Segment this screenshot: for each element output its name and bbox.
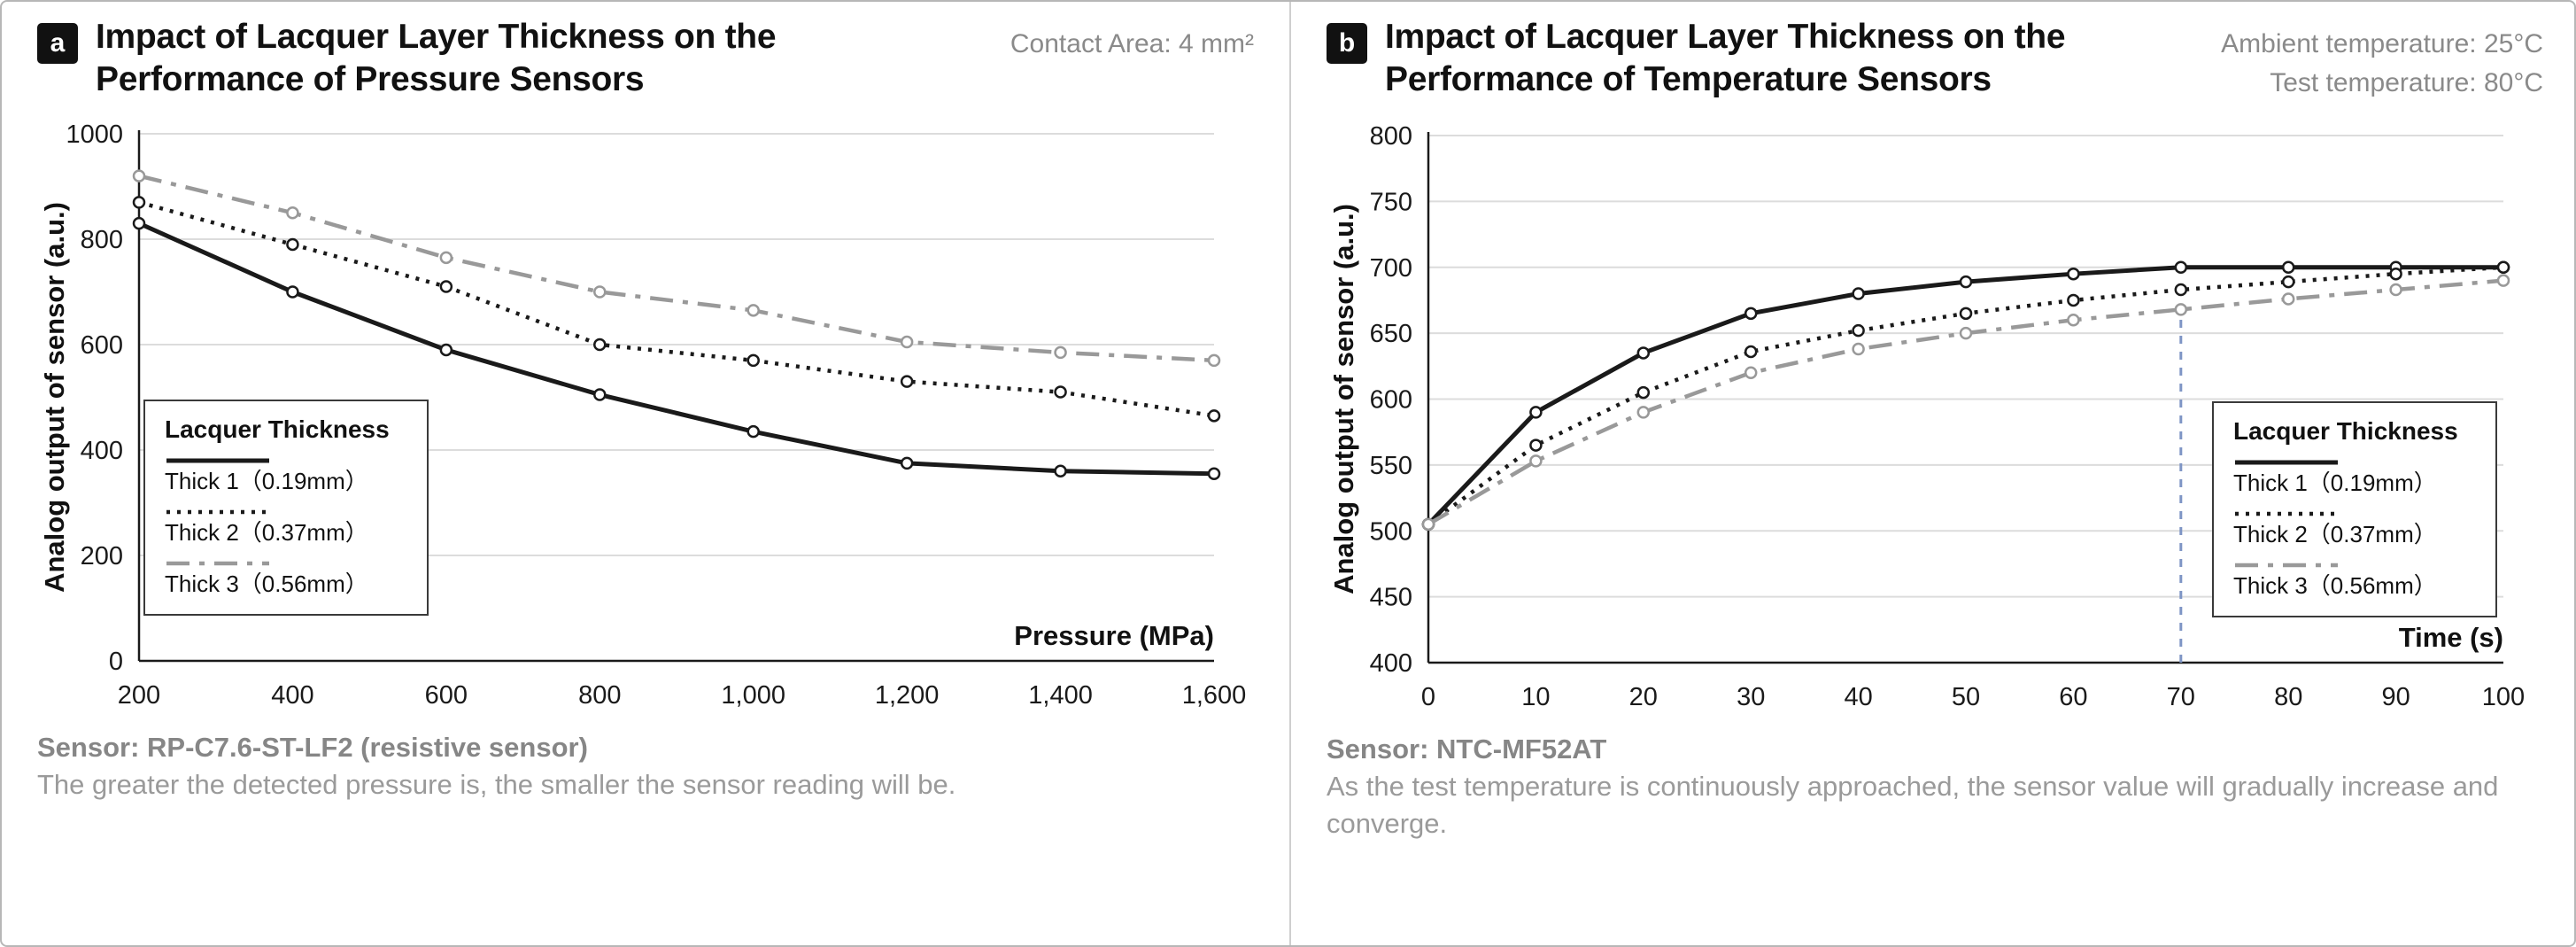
- thick2-line-swatch: [165, 507, 404, 517]
- panel-a-footer: Sensor: RP-C7.6-ST-LF2 (resistive sensor…: [37, 729, 1254, 803]
- legend-label: Thick 3（0.56mm）: [2233, 571, 2437, 599]
- svg-text:1,000: 1,000: [721, 681, 785, 710]
- thick3-line-swatch: [2233, 560, 2472, 571]
- condition-line: Test temperature: 80°C: [2270, 67, 2543, 97]
- legend-entry: Thick 3（0.56mm）: [165, 558, 404, 598]
- svg-text:200: 200: [118, 681, 160, 710]
- svg-text:200: 200: [81, 542, 123, 571]
- legend-entry: Thick 1（0.19mm）: [2233, 457, 2472, 497]
- footer-note: As the test temperature is continuously …: [1327, 770, 2499, 839]
- panel-a-header: a Impact of Lacquer Layer Thickness on t…: [37, 16, 1254, 100]
- chart-canvas: 0 200 400 600 800 1000 200 400 600 800 1,000 1,200 1…: [39, 120, 1247, 710]
- svg-text:800: 800: [81, 226, 123, 254]
- legend-label: Thick 1（0.19mm）: [165, 468, 368, 495]
- svg-text:600: 600: [1370, 386, 1412, 415]
- panel-b-header: b Impact of Lacquer Layer Thickness on t…: [1327, 16, 2543, 102]
- panel-b-footer: Sensor: NTC-MF52AT As the test temperatu…: [1327, 731, 2543, 842]
- legend-entry: Thick 2（0.37mm）: [165, 507, 404, 547]
- pressure-chart-legend: Lacquer Thickness Thick 1（0.19mm） Thick …: [143, 400, 429, 616]
- svg-text:800: 800: [578, 681, 621, 710]
- condition-line: Ambient temperature: 25°C: [2221, 29, 2543, 58]
- legend-label: Thick 2（0.37mm）: [2233, 520, 2437, 547]
- svg-text:450: 450: [1370, 584, 1412, 612]
- svg-text:50: 50: [1952, 683, 1980, 711]
- thick3-line-swatch: [165, 558, 404, 569]
- svg-text:800: 800: [1370, 122, 1412, 151]
- svg-text:600: 600: [81, 331, 123, 360]
- legend-line-sample: [2235, 511, 2338, 516]
- condition-line: Contact Area: 4 mm²: [1010, 29, 1254, 58]
- legend-label: Thick 3（0.56mm）: [165, 570, 368, 597]
- legend-entry: Thick 1（0.19mm）: [165, 455, 404, 495]
- temperature-chart: Lacquer Thickness Thick 1（0.19mm） Thick …: [1327, 109, 2543, 729]
- panel-a-title: Impact of Lacquer Layer Thickness on the…: [96, 18, 777, 98]
- panel-b-conditions: Ambient temperature: 25°C Test temperatu…: [2221, 25, 2543, 102]
- legend-title: Lacquer Thickness: [165, 415, 390, 444]
- sensor-label: Sensor: RP-C7.6-ST-LF2 (resistive sensor…: [37, 732, 588, 764]
- svg-text:1,400: 1,400: [1028, 681, 1093, 710]
- legend-line-sample: [166, 561, 269, 566]
- svg-text:80: 80: [2274, 683, 2302, 711]
- svg-text:600: 600: [425, 681, 468, 710]
- legend-entry: Thick 2（0.37mm）: [2233, 508, 2472, 548]
- svg-text:Time (s): Time (s): [2399, 622, 2503, 653]
- svg-text:0: 0: [1421, 683, 1435, 711]
- svg-text:Analog output of sensor (a.u.): Analog output of sensor (a.u.): [1328, 204, 1359, 594]
- legend-line-sample: [2235, 460, 2338, 465]
- temperature-chart-legend: Lacquer Thickness Thick 1（0.19mm） Thick …: [2212, 401, 2497, 617]
- legend-entry: Thick 3（0.56mm）: [2233, 560, 2472, 600]
- legend-label: Thick 2（0.37mm）: [165, 519, 368, 547]
- svg-text:750: 750: [1370, 188, 1412, 216]
- svg-text:1000: 1000: [66, 120, 123, 149]
- panel-b: b Impact of Lacquer Layer Thickness on t…: [1289, 2, 2576, 945]
- legend-title: Lacquer Thickness: [2233, 417, 2458, 445]
- svg-text:1,200: 1,200: [875, 681, 940, 710]
- legend-line-sample: [166, 509, 269, 515]
- svg-text:Pressure (MPa): Pressure (MPa): [1014, 620, 1214, 651]
- pressure-chart: Lacquer Thickness Thick 1（0.19mm） Thick …: [37, 107, 1254, 727]
- panel-b-badge: b: [1327, 23, 1367, 64]
- svg-text:0: 0: [109, 648, 123, 676]
- svg-text:Analog output of sensor (a.u.): Analog output of sensor (a.u.): [39, 202, 70, 593]
- svg-text:60: 60: [2059, 683, 2087, 711]
- svg-text:70: 70: [2167, 683, 2195, 711]
- svg-text:550: 550: [1370, 452, 1412, 480]
- svg-text:400: 400: [1370, 649, 1412, 678]
- svg-text:400: 400: [81, 437, 123, 465]
- svg-text:500: 500: [1370, 517, 1412, 546]
- thick1-line-swatch: [165, 455, 404, 466]
- svg-text:700: 700: [1370, 254, 1412, 283]
- legend-label: Thick 1（0.19mm）: [2233, 470, 2437, 496]
- svg-text:40: 40: [1844, 683, 1872, 711]
- panel-a-conditions: Contact Area: 4 mm²: [1010, 25, 1254, 64]
- panel-b-title: Impact of Lacquer Layer Thickness on the…: [1385, 18, 2066, 98]
- svg-text:10: 10: [1521, 683, 1550, 711]
- svg-text:20: 20: [1629, 683, 1658, 711]
- sensor-label: Sensor: NTC-MF52AT: [1327, 734, 1607, 765]
- svg-text:30: 30: [1737, 683, 1765, 711]
- svg-text:100: 100: [2482, 683, 2525, 711]
- svg-text:1,600: 1,600: [1182, 681, 1247, 710]
- footer-note: The greater the detected pressure is, th…: [37, 769, 956, 800]
- svg-text:400: 400: [271, 681, 313, 710]
- legend-line-sample: [2235, 563, 2338, 568]
- thick1-line-swatch: [2233, 457, 2472, 468]
- svg-text:650: 650: [1370, 320, 1412, 348]
- thick2-line-swatch: [2233, 508, 2472, 519]
- panel-a: a Impact of Lacquer Layer Thickness on t…: [2, 2, 1289, 945]
- panel-a-badge: a: [37, 23, 78, 64]
- svg-text:90: 90: [2381, 683, 2410, 711]
- legend-line-sample: [166, 458, 269, 463]
